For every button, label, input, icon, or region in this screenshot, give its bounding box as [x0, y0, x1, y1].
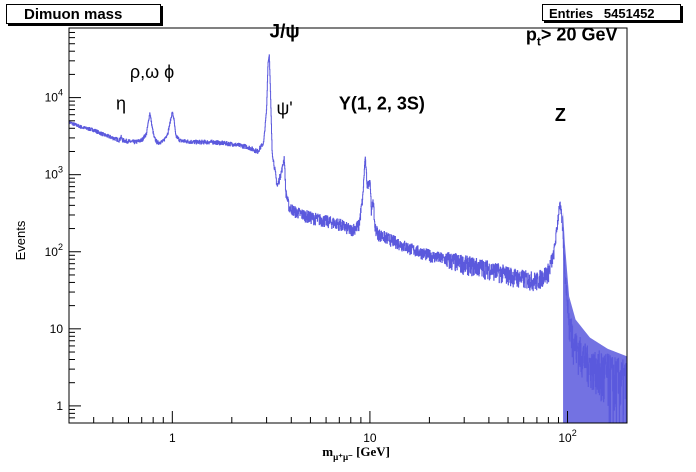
- y-tick-label: 104: [45, 88, 63, 105]
- y-axis-label: Events: [13, 220, 28, 260]
- x-tick-label: 102: [558, 428, 576, 445]
- annotation-label: J/ψ: [270, 22, 300, 43]
- stats-box: Entries 5451452: [542, 4, 681, 21]
- plot-frame: [68, 27, 628, 424]
- stats-entries-label: Entries: [549, 6, 594, 21]
- pt-cut-annotation: pt> 20 GeV: [526, 25, 618, 49]
- data-series-line: [68, 54, 628, 424]
- stats-entries-value: 5451452: [603, 6, 655, 21]
- annotation-label: Y(1, 2, 3S): [339, 94, 425, 114]
- annotation-label: Z: [555, 105, 566, 125]
- y-tick-label: 103: [45, 165, 63, 182]
- y-tick-label: 1: [56, 399, 63, 413]
- x-tick-label: 10: [363, 431, 377, 445]
- annotation-label: ρ,ω ϕ: [130, 62, 174, 82]
- y-tick-label: 10: [50, 322, 64, 336]
- x-tick-label: 1: [169, 431, 176, 445]
- x-axis-label: mμ⁺μ⁻ [GeV]: [322, 444, 390, 462]
- chart-title: Dimuon mass: [24, 6, 123, 23]
- annotation-label: η: [116, 94, 126, 114]
- annotation-label: ψ': [276, 99, 292, 119]
- y-tick-label: 102: [45, 242, 63, 259]
- data-series-tail-fill: [563, 211, 627, 423]
- chart-title-box: Dimuon mass: [6, 4, 161, 24]
